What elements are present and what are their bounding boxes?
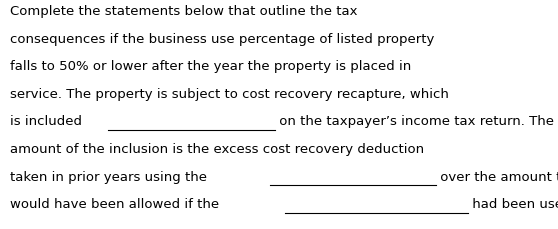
Text: service. The property is subject to cost recovery recapture, which: service. The property is subject to cost… — [10, 87, 449, 100]
Text: Complete the statements below that outline the tax: Complete the statements below that outli… — [10, 5, 358, 18]
Text: falls to 50% or lower after the year the property is placed in: falls to 50% or lower after the year the… — [10, 60, 411, 73]
Text: had been used: had been used — [468, 197, 558, 210]
Text: .: . — [226, 226, 230, 229]
Text: amount of the inclusion is the excess cost recovery deduction: amount of the inclusion is the excess co… — [10, 142, 424, 155]
Text: is included: is included — [10, 115, 86, 128]
Text: on the taxpayer’s income tax return. The: on the taxpayer’s income tax return. The — [275, 115, 554, 128]
Text: taken in prior years using the: taken in prior years using the — [10, 170, 211, 183]
Text: over the amount that: over the amount that — [436, 170, 558, 183]
Text: would have been allowed if the: would have been allowed if the — [10, 197, 223, 210]
Text: consequences if the business use percentage of listed property: consequences if the business use percent… — [10, 33, 435, 45]
